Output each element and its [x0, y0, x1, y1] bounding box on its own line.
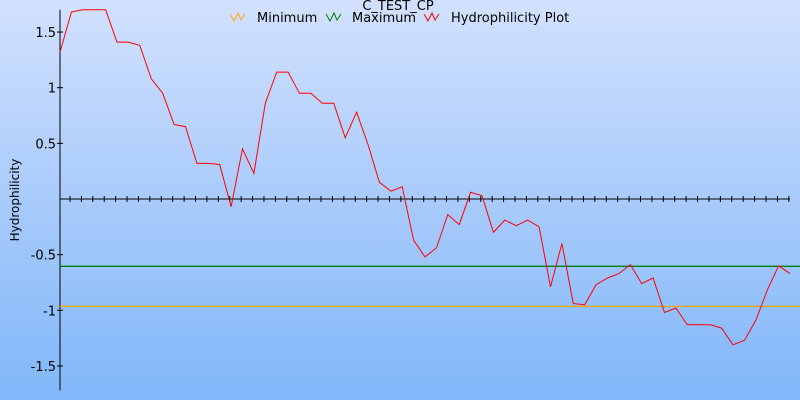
legend-label-minimum: Minimum	[257, 11, 317, 26]
y-axis-label: Hydrophilicity	[8, 159, 22, 242]
y-tick-label: 1	[48, 82, 56, 97]
y-tick-label: -1	[43, 304, 56, 319]
y-tick-label: 0.5	[35, 137, 56, 152]
chart-title: C_TEST_CP	[362, 0, 434, 14]
y-tick-label: -0.5	[31, 249, 56, 264]
y-tick-label: -1.5	[31, 360, 56, 375]
legend-label-maximum: Maximum	[352, 11, 416, 26]
axes: 1.5 1 0.5 -0.5 -1 -1.5	[31, 9, 790, 391]
legend-swatch-maximum	[325, 11, 342, 23]
series-hydrophilicity-line	[59, 9, 791, 346]
legend: Minimum Maximum Hydrophilicity Plot	[229, 11, 569, 26]
legend-label-hydrophilicity: Hydrophilicity Plot	[451, 11, 569, 26]
legend-swatch-minimum	[229, 11, 246, 23]
y-tick-label: 1.5	[35, 26, 56, 41]
legend-swatch-hydrophilicity	[423, 11, 440, 23]
plot-area	[59, 9, 800, 346]
